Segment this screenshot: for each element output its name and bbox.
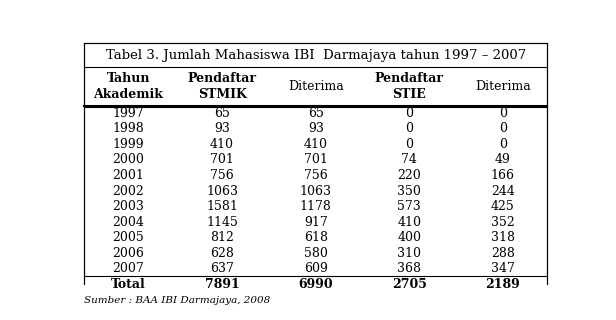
Text: 410: 410 (304, 138, 328, 151)
Text: 1581: 1581 (206, 200, 238, 213)
Text: 368: 368 (397, 262, 421, 275)
Text: 288: 288 (491, 247, 515, 260)
Text: 93: 93 (308, 123, 323, 135)
Text: 65: 65 (214, 107, 230, 120)
Text: 0: 0 (405, 107, 413, 120)
Text: 580: 580 (304, 247, 328, 260)
Text: 347: 347 (491, 262, 515, 275)
Text: 0: 0 (499, 107, 507, 120)
Text: 49: 49 (495, 154, 511, 166)
Text: 65: 65 (308, 107, 323, 120)
Text: 637: 637 (210, 262, 234, 275)
Text: 166: 166 (491, 169, 515, 182)
Text: 756: 756 (210, 169, 234, 182)
Text: 425: 425 (491, 200, 515, 213)
Text: 917: 917 (304, 216, 328, 228)
Text: 0: 0 (405, 123, 413, 135)
Text: 618: 618 (304, 231, 328, 244)
Text: 1997: 1997 (113, 107, 144, 120)
Text: 812: 812 (210, 231, 234, 244)
Text: 7891: 7891 (205, 278, 240, 291)
Text: 350: 350 (397, 185, 421, 197)
Text: 1998: 1998 (113, 123, 144, 135)
Text: 2705: 2705 (392, 278, 427, 291)
Text: 2002: 2002 (113, 185, 144, 197)
Text: 701: 701 (304, 154, 328, 166)
Text: 1063: 1063 (206, 185, 238, 197)
Text: 0: 0 (405, 138, 413, 151)
Text: 220: 220 (397, 169, 421, 182)
Text: 2001: 2001 (113, 169, 144, 182)
Text: Sumber : BAA IBI Darmajaya, 2008: Sumber : BAA IBI Darmajaya, 2008 (84, 296, 270, 305)
Text: 0: 0 (499, 138, 507, 151)
Text: 74: 74 (402, 154, 417, 166)
Text: 410: 410 (210, 138, 234, 151)
Text: 1063: 1063 (300, 185, 331, 197)
Text: 244: 244 (491, 185, 515, 197)
Text: 573: 573 (397, 200, 421, 213)
Text: 318: 318 (491, 231, 515, 244)
Text: Pendaftar
STMIK: Pendaftar STMIK (188, 72, 257, 101)
Text: Diterima: Diterima (475, 80, 531, 93)
Text: 756: 756 (304, 169, 328, 182)
Text: Tabel 3. Jumlah Mahasiswa IBI  Darmajaya tahun 1997 – 2007: Tabel 3. Jumlah Mahasiswa IBI Darmajaya … (105, 49, 526, 61)
Text: 352: 352 (491, 216, 515, 228)
Text: 1999: 1999 (113, 138, 144, 151)
Text: Diterima: Diterima (288, 80, 344, 93)
Text: 2007: 2007 (113, 262, 144, 275)
Text: 2000: 2000 (113, 154, 144, 166)
Text: Total: Total (111, 278, 146, 291)
Text: Tabel 3.: Tabel 3. (286, 49, 345, 61)
Text: 2189: 2189 (485, 278, 521, 291)
Text: 701: 701 (210, 154, 234, 166)
Text: 2006: 2006 (113, 247, 144, 260)
Text: 310: 310 (397, 247, 421, 260)
Text: Pendaftar
STIE: Pendaftar STIE (375, 72, 444, 101)
Text: 609: 609 (304, 262, 328, 275)
Text: Tahun
Akademik: Tahun Akademik (94, 72, 163, 101)
Text: 410: 410 (397, 216, 421, 228)
Text: 0: 0 (499, 123, 507, 135)
Text: 1145: 1145 (206, 216, 238, 228)
Text: Tabel 3. Jumlah Mahasiswa IBI  Darmajaya tahun 1997 – 2007: Tabel 3. Jumlah Mahasiswa IBI Darmajaya … (105, 49, 526, 61)
Text: 628: 628 (210, 247, 234, 260)
Text: 93: 93 (214, 123, 230, 135)
Text: 2003: 2003 (113, 200, 144, 213)
Text: 2005: 2005 (113, 231, 144, 244)
Text: 1178: 1178 (300, 200, 331, 213)
Text: 2004: 2004 (113, 216, 144, 228)
Text: 6990: 6990 (298, 278, 333, 291)
Text: 400: 400 (397, 231, 421, 244)
